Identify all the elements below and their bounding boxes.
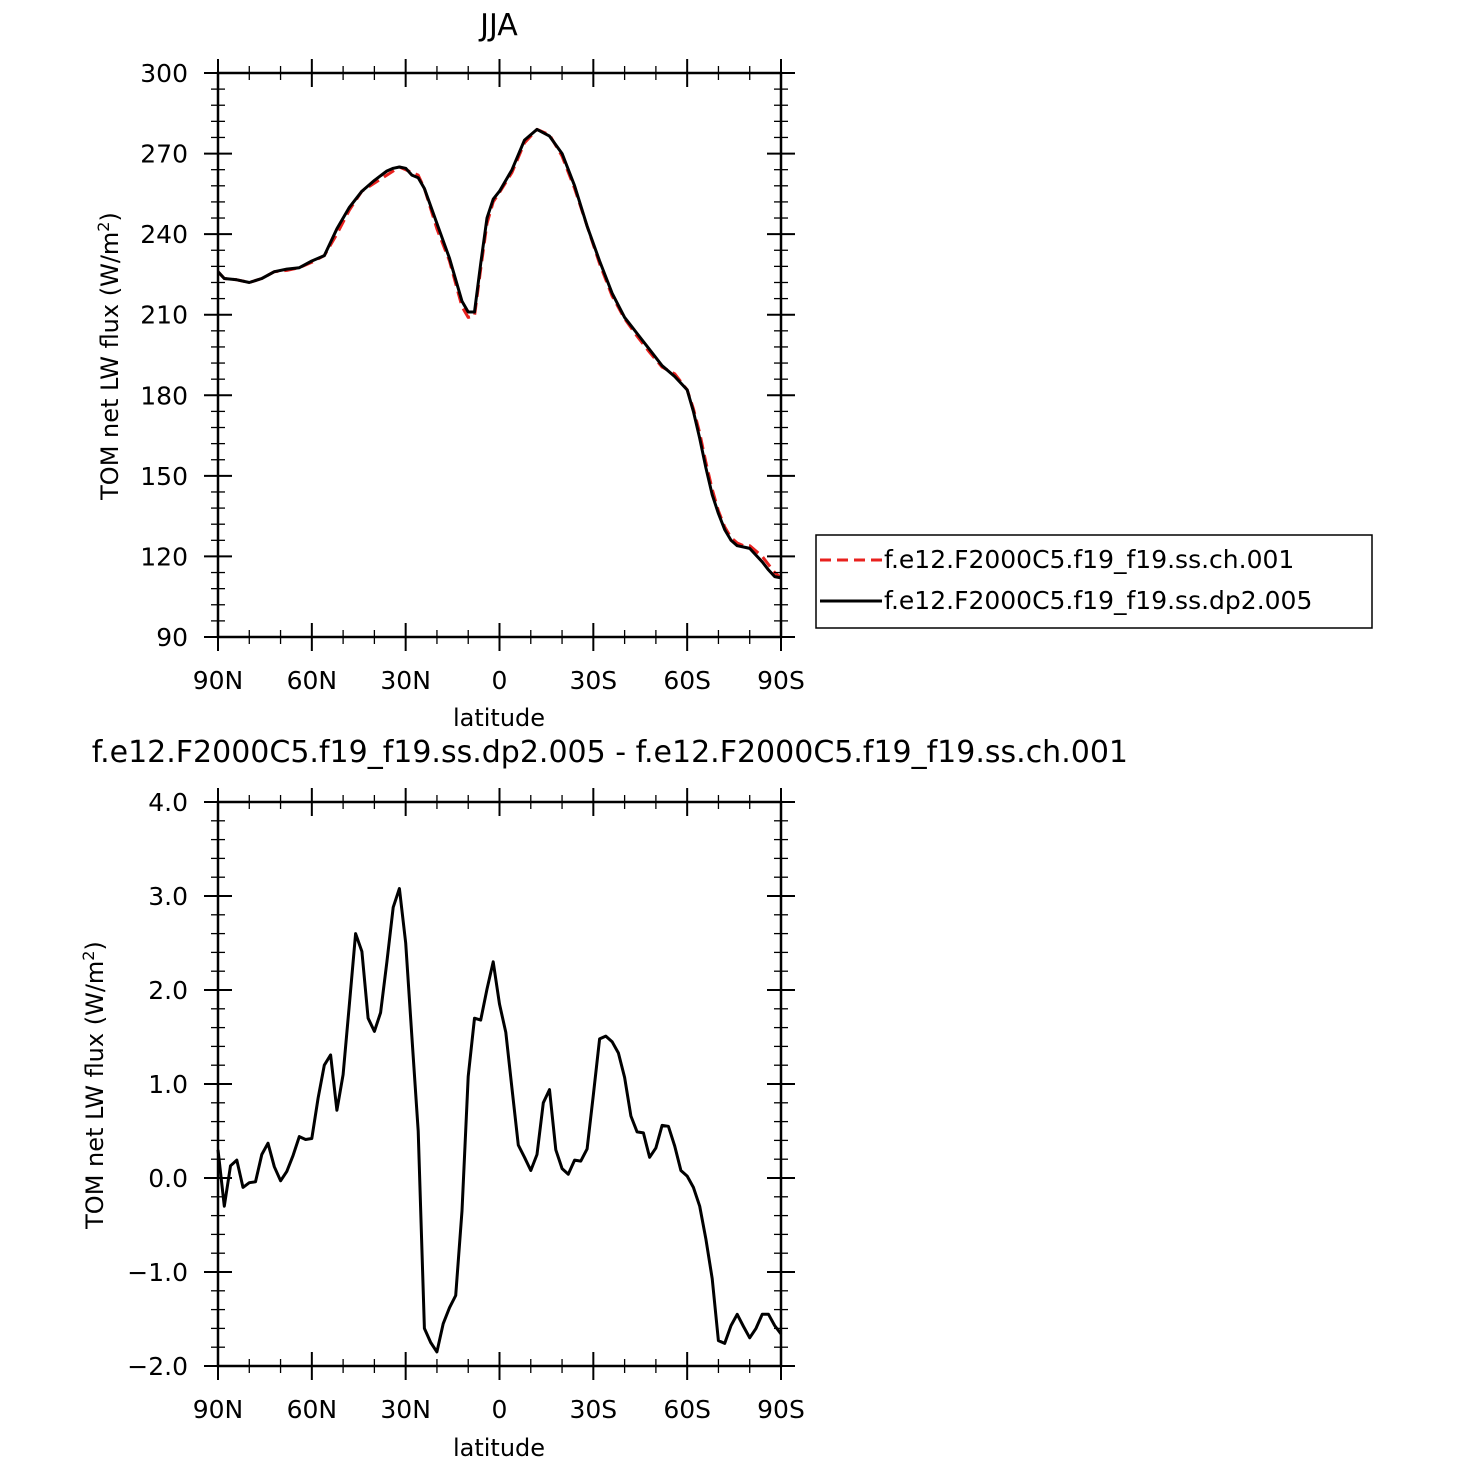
top-x-axis-label: latitude [453, 704, 545, 732]
top-y-tick-label: 180 [140, 381, 188, 410]
bottom-y-tick-label: 3.0 [148, 882, 188, 911]
top-x-tick-label: 90N [193, 666, 244, 695]
top-y-tick-label: 300 [140, 59, 188, 88]
legend: f.e12.F2000C5.f19_f19.ss.ch.001 f.e12.F2… [815, 534, 1373, 629]
bottom-x-tick-label: 30N [380, 1395, 431, 1424]
top-axes: 90 120 150 180 210 240 270 300 90N 60N 30N 0 30S 60S 9… [140, 59, 805, 695]
top-series-line-0 [216, 127, 782, 580]
top-y-axis-label: TOM net LW flux (W/m2) [94, 212, 125, 501]
bottom-plot-frame [216, 800, 783, 1368]
top-plot-frame [216, 71, 783, 639]
bottom-y-tick-label: −1.0 [127, 1258, 188, 1287]
top-x-tick-label: 0 [492, 666, 508, 695]
bottom-x-tick-label: 60S [663, 1395, 711, 1424]
bottom-y-tick-label: 1.0 [148, 1070, 188, 1099]
bottom-y-tick-label: 2.0 [148, 976, 188, 1005]
bottom-y-tick-label: 0.0 [148, 1164, 188, 1193]
bottom-x-axis-label: latitude [453, 1434, 545, 1462]
bottom-y-axis-label: TOM net LW flux (W/m2) [79, 941, 110, 1230]
top-x-tick-label: 30S [569, 666, 617, 695]
top-y-tick-label: 120 [140, 542, 188, 571]
top-x-tick-label: 90S [757, 666, 805, 695]
bottom-x-tick-label: 30S [569, 1395, 617, 1424]
bottom-series-layer [216, 887, 783, 1354]
top-y-tick-label: 270 [140, 140, 188, 169]
bottom-axes: −2.0 −1.0 0.0 1.0 2.0 3.0 4.0 90N 60N 30N 0 30S 60S 9… [127, 788, 805, 1424]
top-y-tick-label: 90 [156, 623, 188, 652]
bottom-y-tick-label: −2.0 [127, 1352, 188, 1381]
top-x-tick-label: 30N [380, 666, 431, 695]
bottom-x-tick-label: 90N [193, 1395, 244, 1424]
bottom-x-tick-label: 0 [492, 1395, 508, 1424]
bottom-x-tick-label: 60N [287, 1395, 338, 1424]
top-series-layer [216, 127, 782, 580]
top-y-tick-label: 240 [140, 220, 188, 249]
top-y-tick-label: 210 [140, 301, 188, 330]
bottom-chart-title: f.e12.F2000C5.f19_f19.ss.dp2.005 - f.e12… [92, 735, 1128, 770]
top-chart-title: JJA [478, 8, 518, 43]
bottom-x-tick-label: 90S [757, 1395, 805, 1424]
bottom-panel: f.e12.F2000C5.f19_f19.ss.dp2.005 - f.e12… [79, 735, 1129, 1462]
legend-label-dp2005: f.e12.F2000C5.f19_f19.ss.dp2.005 [884, 586, 1312, 615]
top-x-tick-label: 60S [663, 666, 711, 695]
top-series-line-1 [216, 127, 782, 580]
top-panel: JJA 90 120 150 180 210 240 270 300 90N 60N 30N 0 30S… [94, 8, 805, 732]
bottom-y-tick-label: 4.0 [148, 788, 188, 817]
top-x-tick-label: 60N [287, 666, 338, 695]
top-y-tick-label: 150 [140, 462, 188, 491]
legend-label-ch001: f.e12.F2000C5.f19_f19.ss.ch.001 [884, 545, 1294, 574]
legend-box [815, 534, 1373, 629]
bottom-series-line-0 [216, 887, 783, 1354]
